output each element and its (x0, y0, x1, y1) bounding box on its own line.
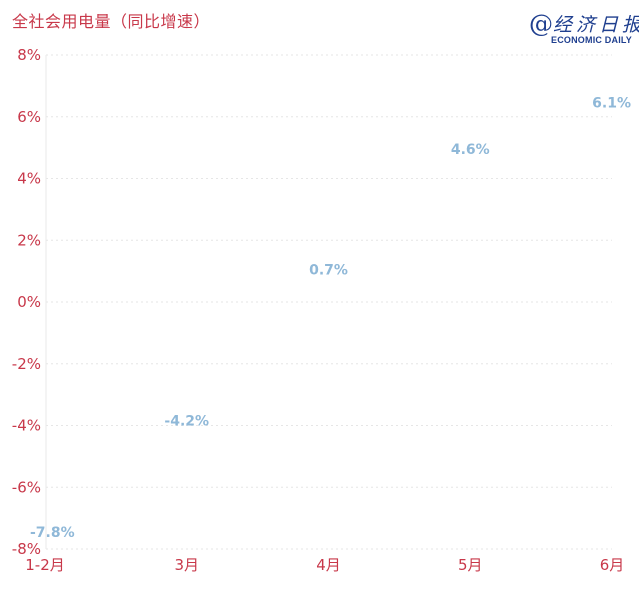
logo-name-cn: 经济日报 (553, 14, 639, 36)
y-tick-label: 8% (17, 46, 41, 64)
y-tick-label: -8% (12, 540, 41, 558)
y-tick-label: -2% (12, 355, 41, 373)
y-tick-label: -6% (12, 478, 41, 496)
data-label: 4.6% (451, 142, 490, 158)
x-tick-label: 5月 (458, 556, 483, 574)
data-label: -4.2% (164, 414, 209, 430)
logo-at-symbol: @ (529, 10, 553, 38)
economic-daily-logo: @ 经济日报 ECONOMIC DAILY (529, 10, 639, 48)
chart-title: 全社会用电量（同比增速） (12, 12, 211, 31)
logo-name-en: ECONOMIC DAILY (551, 35, 632, 45)
y-tick-label: 4% (17, 170, 41, 188)
y-tick-label: 6% (17, 108, 41, 126)
x-tick-label: 4月 (316, 556, 341, 574)
y-tick-label: -4% (12, 417, 41, 435)
y-tick-label: 0% (17, 293, 41, 311)
x-tick-label: 3月 (174, 556, 199, 574)
data-label: 0.7% (309, 262, 348, 278)
y-tick-label: 2% (17, 231, 41, 249)
data-label: 6.1% (592, 96, 631, 112)
data-label: -7.8% (30, 525, 75, 541)
x-tick-label: 6月 (600, 556, 625, 574)
x-tick-label: 1-2月 (25, 556, 65, 574)
